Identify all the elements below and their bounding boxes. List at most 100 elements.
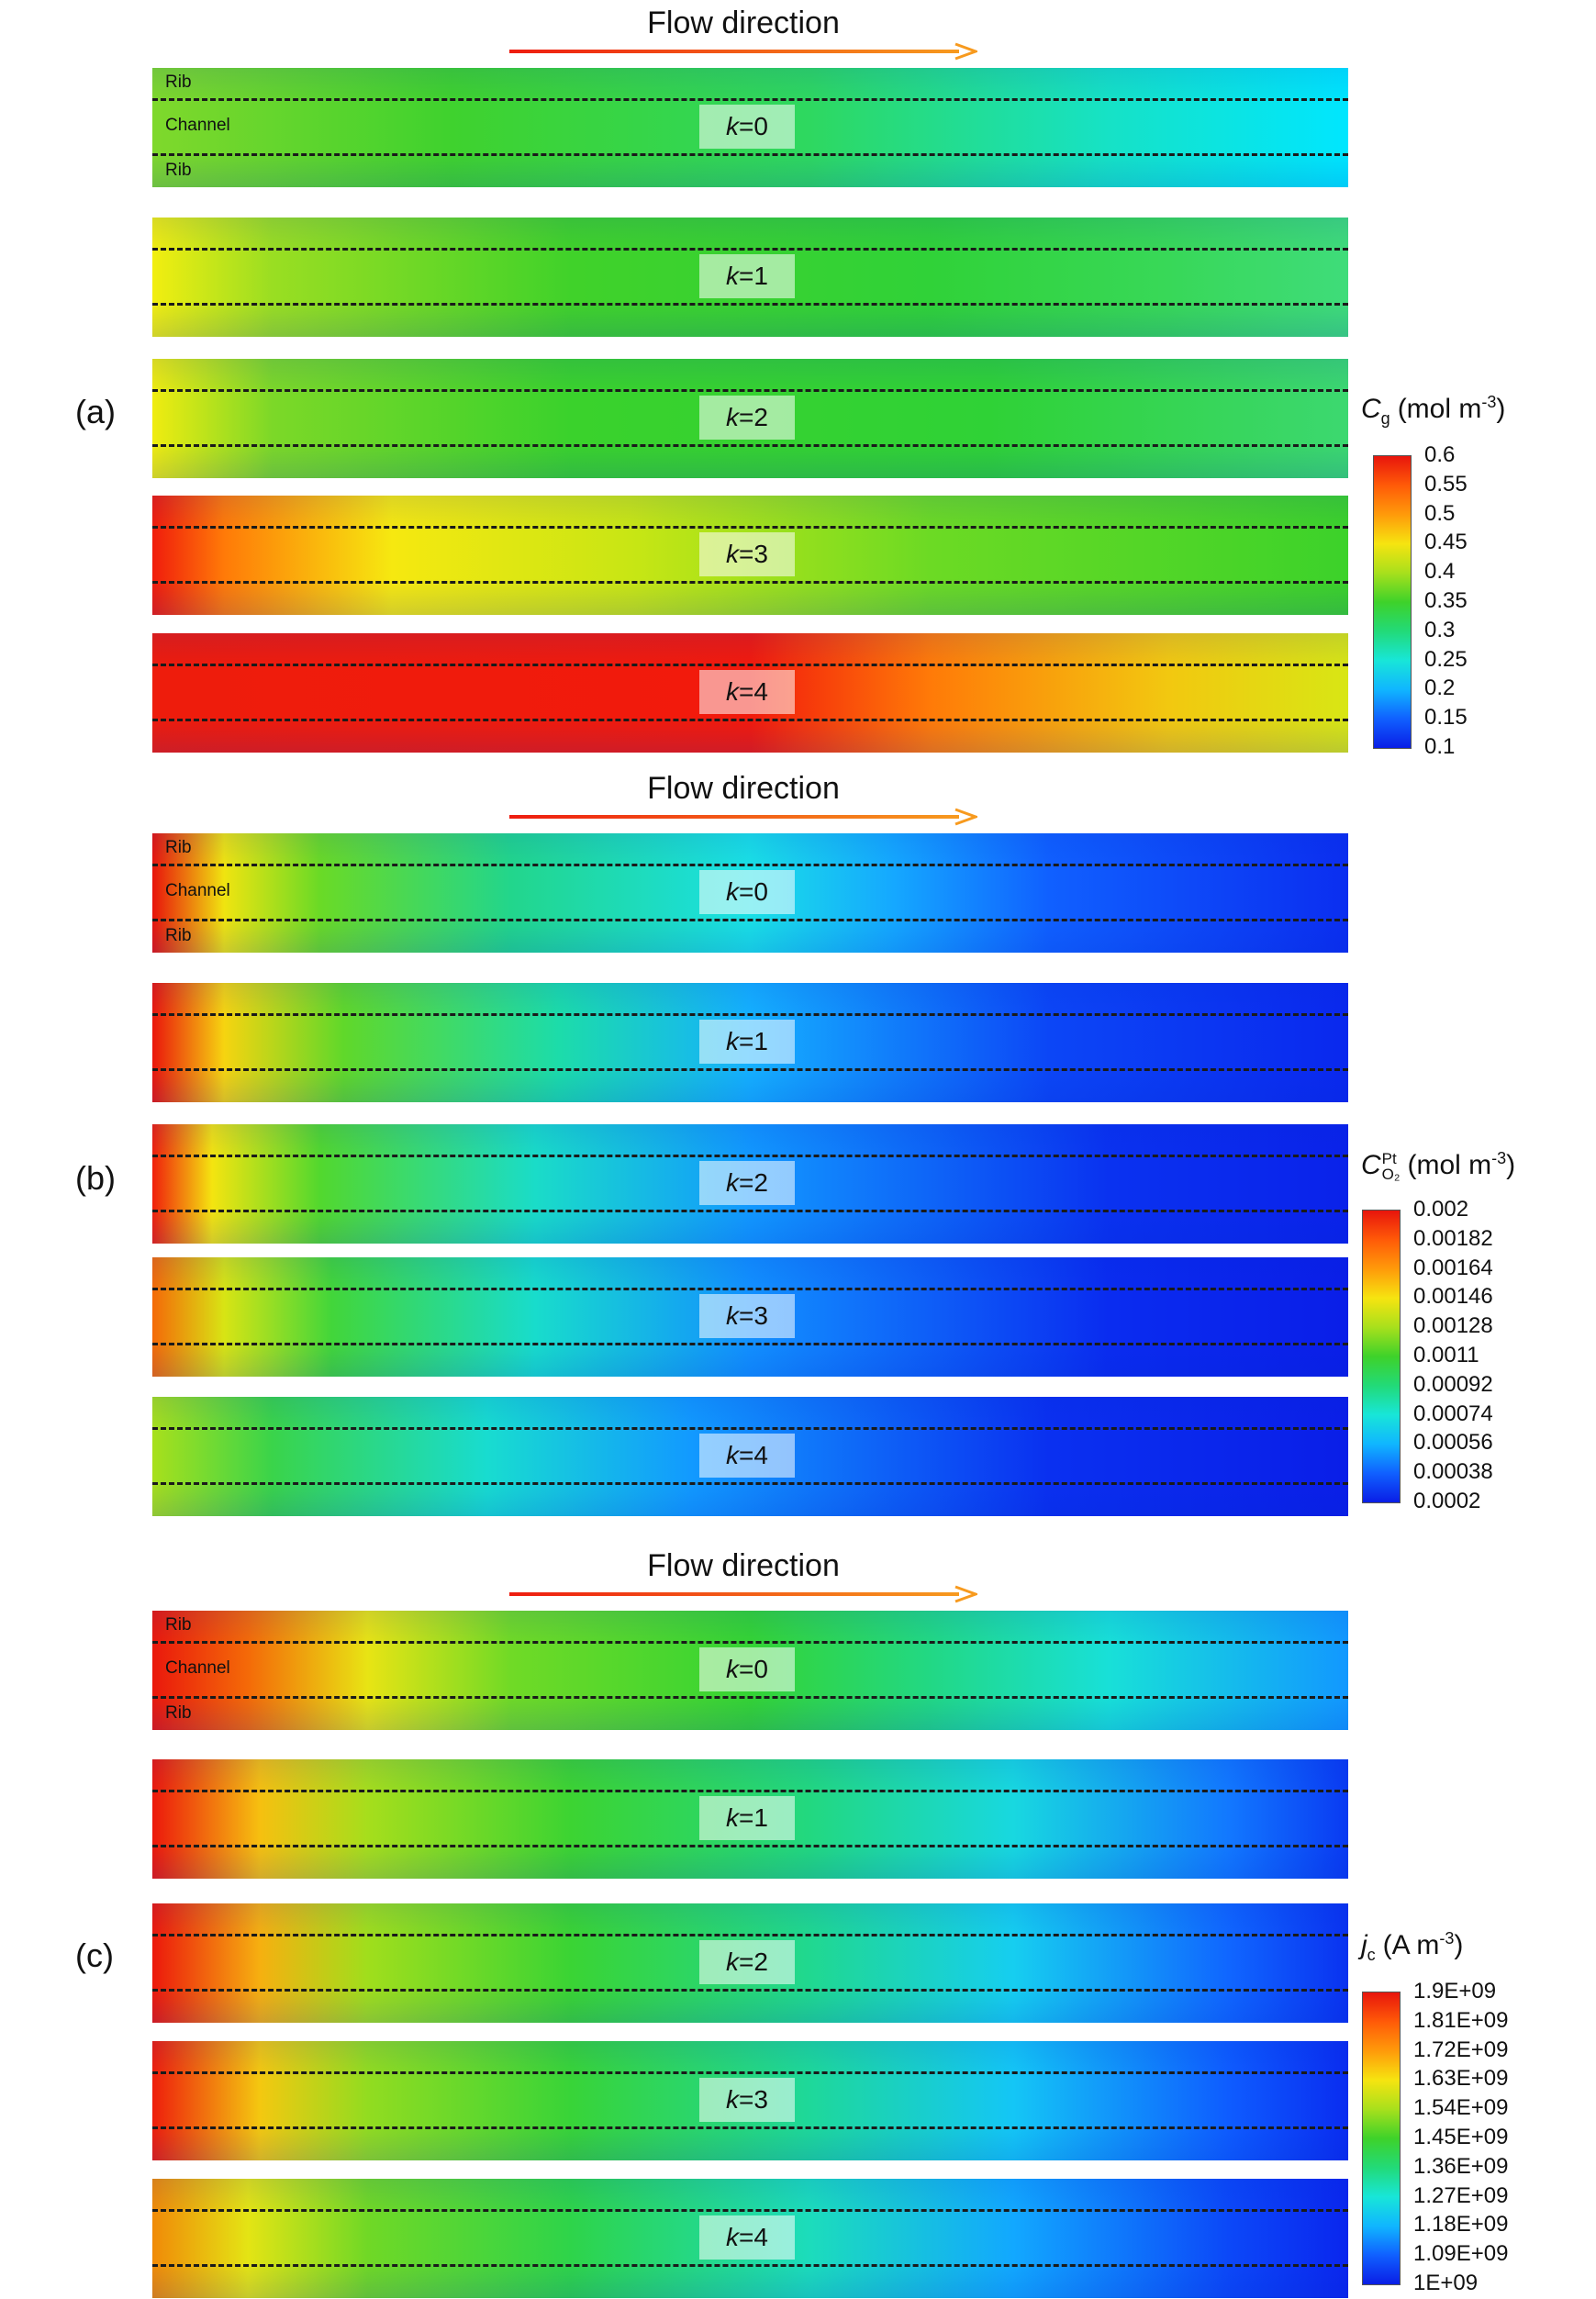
colorbar-unit-exp: -3	[1481, 393, 1497, 411]
rib-label: Rib	[165, 926, 192, 945]
k-value: =2	[739, 1947, 768, 1976]
colorbar-tick-label: 0.6	[1424, 442, 1456, 467]
rib-boundary-top	[152, 664, 1348, 666]
contour-strip: k=1	[152, 1759, 1348, 1879]
k-symbol: k	[726, 1655, 740, 1683]
k-symbol: k	[726, 403, 740, 431]
colorbar-tick-label: 1.18E+09	[1413, 2212, 1509, 2238]
rib-boundary-bottom	[152, 1482, 1348, 1485]
flow-direction-label: Flow direction	[647, 1548, 840, 1583]
rib-label: Rib	[165, 1703, 192, 1723]
rib-boundary-top	[152, 1427, 1348, 1430]
rib-boundary-top	[152, 1288, 1348, 1290]
colorbar	[1373, 455, 1412, 749]
colorbar-tick-label: 0.00182	[1413, 1225, 1493, 1251]
colorbar-tick-label: 1.81E+09	[1413, 2007, 1509, 2033]
k-symbol: k	[726, 1441, 740, 1469]
colorbar-unit-close: )	[1506, 1150, 1516, 1180]
flow-direction-label: Flow direction	[647, 771, 840, 806]
rib-boundary-top	[152, 526, 1348, 529]
colorbar-tick-label: 0.00074	[1413, 1401, 1493, 1426]
colorbar-tick-label: 0.0011	[1413, 1343, 1479, 1367]
k-value: =0	[739, 112, 768, 140]
rib-boundary-top	[152, 2209, 1348, 2212]
contour-strip: k=2	[152, 359, 1348, 478]
flow-arrow-icon	[509, 42, 977, 61]
k-label: k=3	[699, 2078, 795, 2122]
colorbar-unit-exp: -3	[1439, 1929, 1455, 1947]
k-label: k=2	[699, 1161, 795, 1205]
k-symbol: k	[726, 1168, 740, 1197]
k-value: =4	[739, 1441, 768, 1469]
colorbar-tick-label: 1.9E+09	[1413, 1979, 1497, 2003]
contour-strip: k=2	[152, 1903, 1348, 2023]
flow-direction-indicator: Flow direction	[509, 1548, 977, 1603]
colorbar-unit-exp: -3	[1491, 1149, 1507, 1167]
colorbar-tick-label: 0.00092	[1413, 1371, 1493, 1397]
rib-label: Rib	[165, 1615, 192, 1635]
rib-boundary-top	[152, 98, 1348, 101]
k-label: k=1	[699, 254, 795, 298]
rib-boundary-bottom	[152, 444, 1348, 447]
k-label: k=4	[699, 1434, 795, 1478]
colorbar-tick-label: 0.35	[1424, 588, 1468, 613]
k-symbol: k	[726, 262, 740, 290]
colorbar-tick-label: 1.63E+09	[1413, 2066, 1509, 2092]
flow-direction-indicator: Flow direction	[509, 771, 977, 826]
k-label: k=0	[699, 105, 795, 149]
rib-boundary-bottom	[152, 1210, 1348, 1212]
colorbar-subsup: Pt O₂	[1382, 1151, 1401, 1182]
colorbar-tick-label: 1.36E+09	[1413, 2153, 1509, 2179]
flow-arrow-icon	[509, 808, 977, 826]
panel-label-c: (c)	[75, 1936, 114, 1974]
k-label: k=0	[699, 1647, 795, 1691]
k-symbol: k	[726, 540, 740, 568]
colorbar-title: C Pt O₂ (mol m-3)	[1361, 1149, 1515, 1182]
k-symbol: k	[726, 2223, 740, 2251]
k-value: =0	[739, 877, 768, 906]
k-symbol: k	[726, 1947, 740, 1976]
rib-boundary-bottom	[152, 1343, 1348, 1345]
colorbar-tick-label: 0.1	[1424, 734, 1456, 759]
contour-strip: k=3	[152, 2041, 1348, 2160]
contour-strip: k=1	[152, 218, 1348, 337]
k-value: =2	[739, 403, 768, 431]
colorbar-sub: c	[1367, 1946, 1376, 1964]
k-label: k=2	[699, 1940, 795, 1984]
flow-direction-indicator: Flow direction	[509, 6, 977, 61]
k-value: =4	[739, 677, 768, 706]
colorbar-tick-label: 1.09E+09	[1413, 2241, 1509, 2267]
k-symbol: k	[726, 877, 740, 906]
colorbar-tick-label: 0.00128	[1413, 1313, 1493, 1339]
rib-boundary-top	[152, 1155, 1348, 1157]
colorbar-tick-label: 0.3	[1424, 617, 1456, 642]
contour-strip: k=4	[152, 2179, 1348, 2298]
k-label: k=2	[699, 396, 795, 440]
colorbar-title: jc (A m-3)	[1361, 1929, 1463, 1965]
colorbar-tick-label: 0.0002	[1413, 1489, 1481, 1513]
colorbar-tick-label: 0.00056	[1413, 1430, 1493, 1456]
rib-boundary-top	[152, 1790, 1348, 1792]
rib-boundary-bottom	[152, 1989, 1348, 1992]
colorbar-symbol: C	[1361, 1150, 1381, 1180]
rib-label: Rib	[165, 73, 192, 92]
rib-boundary-top	[152, 1934, 1348, 1936]
k-value: =1	[739, 1027, 768, 1055]
k-label: k=3	[699, 532, 795, 576]
k-value: =3	[739, 540, 768, 568]
colorbar-tick-label: 0.4	[1424, 559, 1456, 585]
colorbar-unit: (mol m	[1407, 1150, 1492, 1180]
k-value: =4	[739, 2223, 768, 2251]
colorbar-sup: Pt	[1381, 1150, 1397, 1168]
contour-strip: k=4	[152, 633, 1348, 753]
flow-arrow-icon	[509, 1585, 977, 1603]
contour-strip: k=3	[152, 1257, 1348, 1377]
colorbar-tick-label: 0.55	[1424, 471, 1468, 497]
k-label: k=4	[699, 670, 795, 714]
contour-strip: k=3	[152, 496, 1348, 615]
rib-boundary-bottom	[152, 1845, 1348, 1847]
colorbar-tick-label: 0.25	[1424, 646, 1468, 672]
colorbar-title: Cg (mol m-3)	[1361, 393, 1505, 429]
colorbar-tick-label: 1.72E+09	[1413, 2037, 1509, 2062]
rib-boundary-bottom	[152, 581, 1348, 584]
